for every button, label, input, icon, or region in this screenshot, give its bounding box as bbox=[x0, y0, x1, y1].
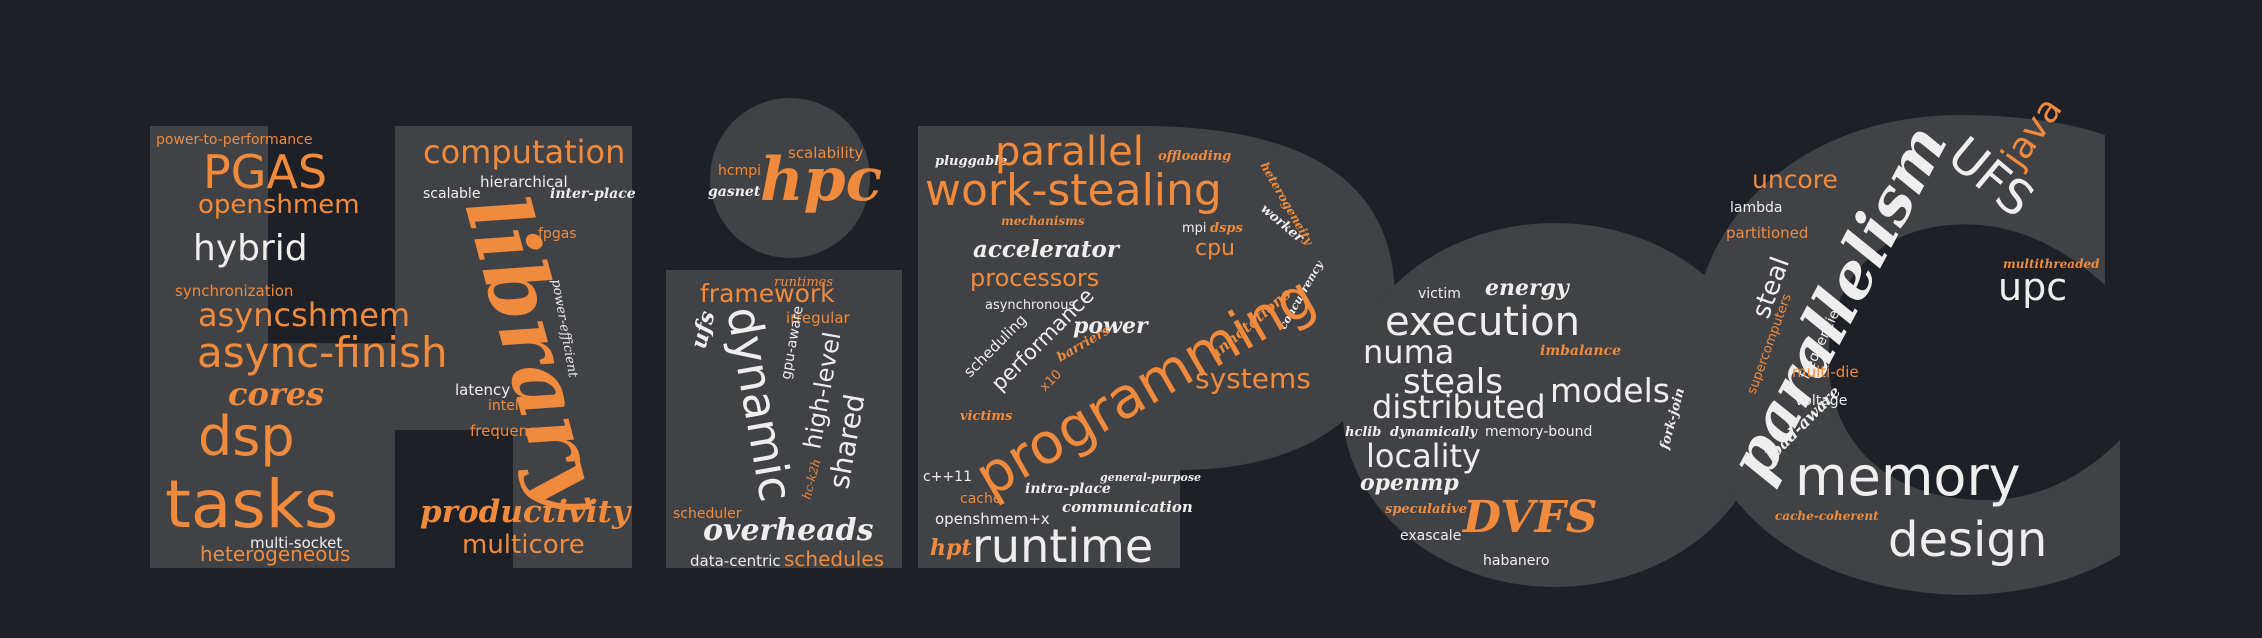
letter-p bbox=[918, 126, 1395, 568]
w-async-finish: async-finish bbox=[197, 328, 448, 377]
w-memory-bound: memory-bound bbox=[1485, 424, 1592, 440]
w-productivity: productivity bbox=[420, 494, 632, 530]
w-computation: computation bbox=[423, 133, 625, 171]
w-latency: latency bbox=[455, 381, 510, 399]
w-memory: memory bbox=[1795, 445, 2021, 508]
w-heterogeneous: heterogeneous bbox=[200, 542, 350, 566]
w-dsps: dsps bbox=[1210, 221, 1243, 236]
w-hclib: hclib bbox=[1345, 425, 1381, 440]
w-irregular: irregular bbox=[786, 309, 851, 327]
w-framework: framework bbox=[700, 279, 835, 308]
letter-e bbox=[1342, 223, 1768, 587]
w-cores: cores bbox=[228, 375, 324, 413]
w-intel: intel bbox=[488, 398, 519, 414]
w-execution: execution bbox=[1385, 299, 1580, 345]
w-pgas: PGAS bbox=[203, 145, 327, 199]
w-partitioned: partitioned bbox=[1726, 224, 1808, 242]
w-work-stealing: work-stealing bbox=[925, 165, 1222, 216]
w-hpc: hpc bbox=[760, 145, 882, 215]
w-uncore: uncore bbox=[1752, 165, 1838, 194]
w-mechanisms: mechanisms bbox=[1001, 214, 1085, 228]
w-fpgas: fpgas bbox=[538, 226, 577, 242]
w-exascale: exascale bbox=[1400, 528, 1461, 544]
w-multithreaded: multithreaded bbox=[2003, 257, 2100, 271]
w-hierarchical: hierarchical bbox=[480, 173, 568, 191]
w-hcmpi: hcmpi bbox=[718, 163, 761, 179]
w-victims: victims bbox=[960, 409, 1013, 424]
letter-c bbox=[1690, 115, 2120, 595]
w-runtime: runtime bbox=[972, 519, 1153, 573]
w-accelerator: accelerator bbox=[973, 236, 1121, 263]
w-processors: processors bbox=[970, 264, 1099, 292]
w-numa: numa bbox=[1363, 333, 1454, 371]
w-speculative: speculative bbox=[1385, 502, 1467, 517]
w-general-purpose: general-purpose bbox=[1100, 471, 1201, 484]
w-multi-socket: multi-socket bbox=[250, 534, 342, 552]
w-gasnet: gasnet bbox=[708, 184, 761, 200]
w-voltage: voltage bbox=[1795, 393, 1847, 409]
w-overheads: overheads bbox=[703, 513, 874, 548]
w-cpp11: c++11 bbox=[923, 469, 972, 485]
w-runtimes: runtimes bbox=[774, 275, 833, 290]
w-data-centric: data-centric bbox=[690, 552, 781, 570]
w-asynchronous: asynchronous bbox=[985, 298, 1076, 313]
w-inter-place: inter-place bbox=[550, 186, 636, 202]
w-dsp: dsp bbox=[198, 405, 295, 468]
w-parallel: parallel bbox=[995, 129, 1144, 175]
w-power: power bbox=[1073, 313, 1149, 339]
w-scalable: scalable bbox=[423, 186, 480, 202]
w-cache: cache bbox=[960, 491, 1001, 507]
w-pluggable: pluggable bbox=[935, 154, 1007, 169]
letter-i-dot bbox=[710, 98, 870, 258]
w-mpi: mpi bbox=[1182, 221, 1207, 236]
w-offloading: offloading bbox=[1158, 149, 1231, 164]
w-communication: communication bbox=[1062, 498, 1193, 516]
w-cpu: cpu bbox=[1195, 236, 1235, 261]
w-locality: locality bbox=[1366, 437, 1481, 475]
w-tasks: tasks bbox=[165, 466, 338, 543]
w-frequency: frequency bbox=[470, 422, 545, 440]
letter-shapes bbox=[150, 98, 2120, 595]
w-scalability: scalability bbox=[788, 144, 864, 162]
w-power-to-performance: power-to-performance bbox=[156, 132, 312, 148]
w-lambda: lambda bbox=[1730, 200, 1782, 216]
w-hpt: hpt bbox=[930, 535, 972, 561]
w-scheduler: scheduler bbox=[673, 506, 742, 522]
w-multicore: multicore bbox=[462, 530, 585, 560]
w-intra-place: intra-place bbox=[1025, 481, 1111, 497]
letter-i-stem bbox=[666, 270, 902, 568]
w-multi-die: multi-die bbox=[1792, 363, 1859, 381]
w-dynamically: dynamically bbox=[1390, 425, 1478, 440]
w-systems: systems bbox=[1195, 362, 1311, 395]
w-dvfs: DVFS bbox=[1461, 492, 1598, 543]
w-habanero: habanero bbox=[1483, 553, 1549, 569]
w-victim: victim bbox=[1418, 286, 1461, 302]
w-models: models bbox=[1550, 371, 1670, 410]
w-asyncshmem: asyncshmem bbox=[198, 296, 410, 334]
w-synchronization: synchronization bbox=[175, 282, 293, 300]
w-distributed: distributed bbox=[1372, 388, 1546, 426]
w-design: design bbox=[1888, 512, 2047, 568]
w-openshmem-x: openshmem+x bbox=[935, 510, 1050, 528]
w-openshmem: openshmem bbox=[198, 190, 360, 220]
w-upc: upc bbox=[1998, 265, 2067, 309]
w-schedules: schedules bbox=[784, 547, 884, 571]
w-energy: energy bbox=[1485, 275, 1571, 301]
w-steals: steals bbox=[1403, 362, 1503, 402]
w-imbalance: imbalance bbox=[1540, 343, 1621, 359]
w-hybrid: hybrid bbox=[193, 228, 308, 269]
letter-h bbox=[150, 126, 632, 568]
w-cache-coherent: cache-coherent bbox=[1775, 509, 1879, 523]
w-openmp: openmp bbox=[1360, 470, 1459, 496]
